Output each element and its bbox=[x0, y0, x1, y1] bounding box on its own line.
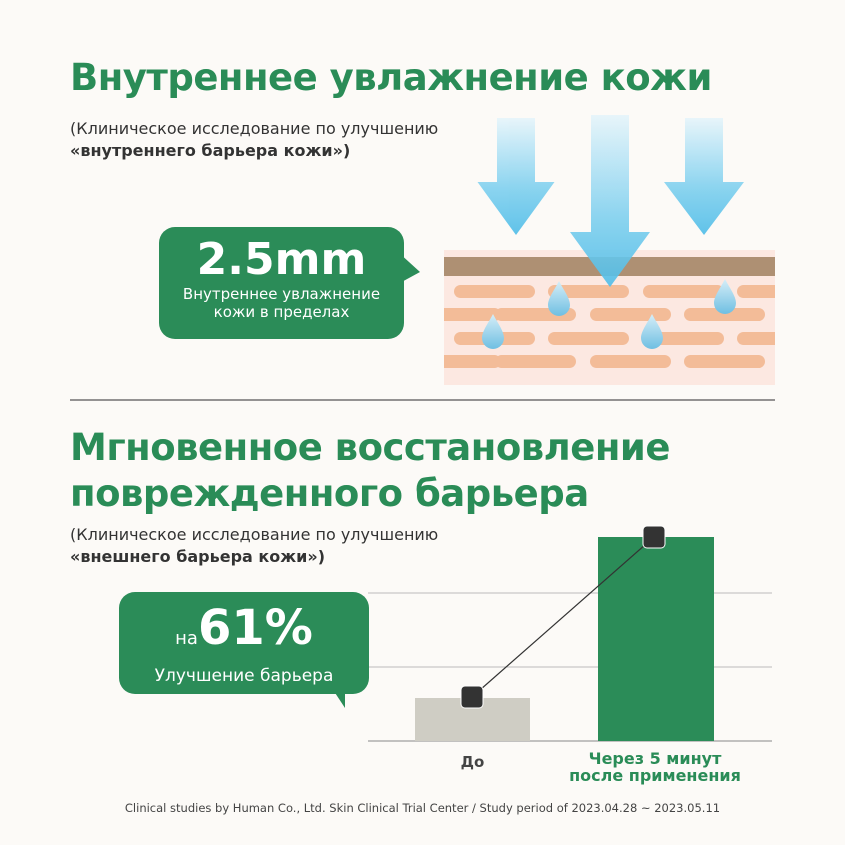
stat-label: Внутреннее увлажнение bbox=[182, 285, 381, 303]
section2-subtitle: (Клиническое исследование по улучшению «… bbox=[70, 524, 438, 568]
skin-cell bbox=[590, 355, 671, 368]
x-label-before: До bbox=[460, 753, 485, 771]
stat-bubble-depth: 2.5mm Внутреннее увлажнение кожи в преде… bbox=[159, 227, 404, 339]
stat-label: Улучшение барьера bbox=[154, 666, 334, 686]
skin-cell bbox=[495, 355, 576, 368]
skin-cell bbox=[590, 308, 671, 321]
skin-cell bbox=[737, 285, 775, 298]
skin-cell bbox=[684, 308, 765, 321]
marker-before bbox=[460, 685, 484, 709]
water-drop-icon bbox=[714, 279, 736, 314]
skin-cell bbox=[444, 308, 501, 321]
label-line: после применения bbox=[569, 766, 741, 785]
section1-title: Внутреннее увлажнение кожи bbox=[70, 56, 712, 99]
subtitle-line: «внешнего барьера кожи») bbox=[70, 547, 326, 566]
arrow-down-icon bbox=[477, 118, 555, 235]
section2-title: Мгновенное восстановление поврежденного … bbox=[70, 425, 670, 517]
arrows bbox=[477, 115, 744, 287]
skin-cell bbox=[643, 332, 724, 345]
title-line: поврежденного барьера bbox=[70, 472, 589, 515]
skin-cell bbox=[684, 355, 765, 368]
skin-cell bbox=[444, 355, 501, 368]
stat-value: 61% bbox=[197, 600, 313, 656]
subtitle-line: «внутреннего барьера кожи») bbox=[70, 141, 351, 160]
water-drop-icon bbox=[548, 281, 570, 316]
subtitle-line: (Клиническое исследование по улучшению bbox=[70, 119, 439, 138]
stat-value: 2.5mm bbox=[196, 234, 367, 285]
skin-cell bbox=[454, 285, 535, 298]
stat-label: кожи в пределах bbox=[213, 303, 350, 321]
water-drops bbox=[482, 279, 736, 349]
arrow-down-icon bbox=[664, 118, 744, 235]
skin-cell bbox=[737, 332, 775, 345]
marker-after bbox=[642, 525, 666, 549]
bar-after bbox=[598, 537, 714, 741]
bar-chart bbox=[368, 525, 772, 742]
trend-line bbox=[471, 536, 655, 698]
skin-cell bbox=[548, 285, 629, 298]
skin-cell bbox=[643, 285, 724, 298]
footer-note: Clinical studies by Human Co., Ltd. Skin… bbox=[124, 801, 721, 815]
arrow-down-icon bbox=[570, 115, 650, 287]
stat-prefix: на bbox=[175, 628, 198, 649]
stat-bubble-improvement: на61% Улучшение барьера bbox=[119, 592, 369, 694]
water-drop-icon bbox=[641, 314, 663, 349]
label-line: Через 5 минут bbox=[588, 749, 722, 768]
skin-cell bbox=[548, 332, 629, 345]
water-drop-icon bbox=[482, 314, 504, 349]
x-label-after: Через 5 минут после применения bbox=[560, 750, 750, 784]
section1-subtitle: (Клиническое исследование по улучшению «… bbox=[70, 118, 438, 162]
title-line: Мгновенное восстановление bbox=[70, 426, 670, 469]
subtitle-line: (Клиническое исследование по улучшению bbox=[70, 525, 439, 544]
